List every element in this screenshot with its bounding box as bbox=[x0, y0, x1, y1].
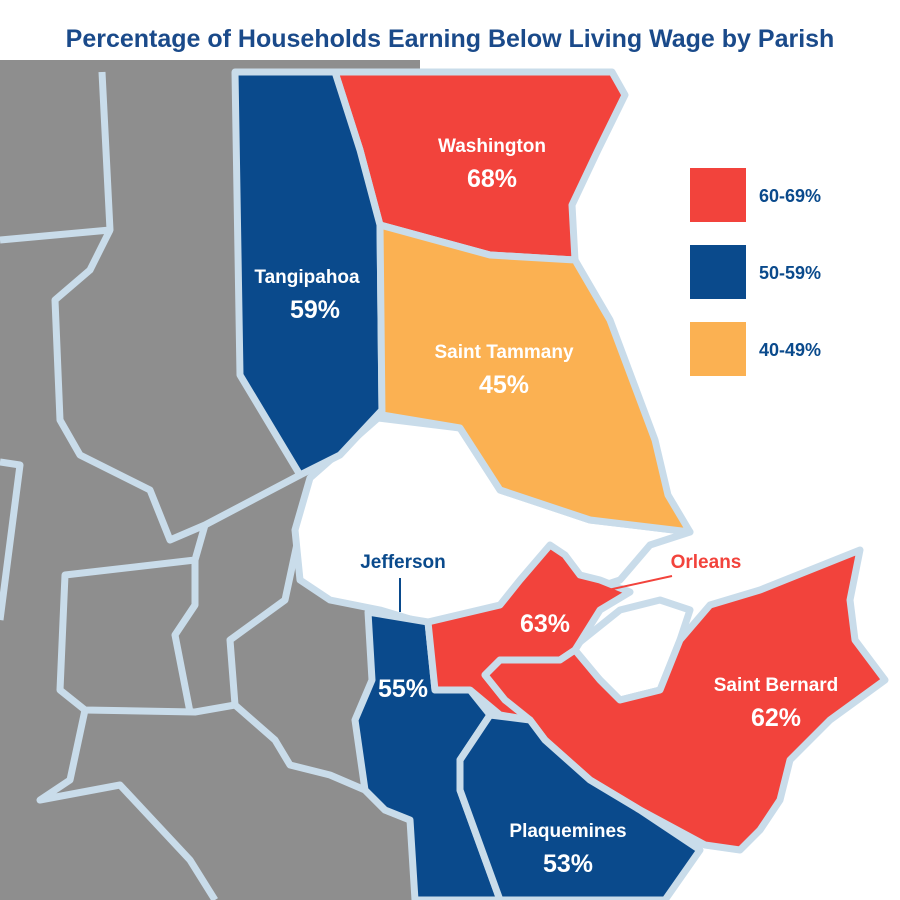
label-saint-bernard-name: Saint Bernard bbox=[714, 675, 839, 696]
label-orleans-name: Orleans bbox=[671, 552, 742, 573]
gray-border bbox=[36, 709, 218, 900]
label-saint-tammany-name: Saint Tammany bbox=[434, 342, 573, 363]
label-orleans-value: 63% bbox=[520, 610, 570, 638]
label-jefferson-name: Jefferson bbox=[360, 552, 446, 573]
label-jefferson-value: 55% bbox=[378, 675, 428, 703]
gray-border bbox=[226, 529, 304, 706]
gray-border bbox=[51, 228, 302, 544]
legend-swatch-low bbox=[690, 322, 746, 376]
label-tangipahoa-name: Tangipahoa bbox=[254, 267, 360, 288]
label-tangipahoa-value: 59% bbox=[290, 296, 340, 324]
map-title: Percentage of Households Earning Below L… bbox=[66, 25, 835, 53]
gulf-water bbox=[690, 540, 900, 900]
legend: 60-69% 50-59% 40-49% bbox=[690, 168, 821, 376]
legend-label-low: 40-49% bbox=[759, 340, 821, 360]
gray-border bbox=[0, 458, 24, 621]
orleans-leader-line bbox=[607, 575, 673, 591]
legend-swatch-high bbox=[690, 168, 746, 222]
label-plaquemines-name: Plaquemines bbox=[509, 821, 626, 842]
legend-swatch-mid bbox=[690, 245, 746, 299]
parish-plaquemines[interactable] bbox=[456, 711, 704, 900]
parish-saint-tammany[interactable] bbox=[376, 221, 694, 536]
legend-label-high: 60-69% bbox=[759, 186, 821, 206]
legend-label-mid: 50-59% bbox=[759, 263, 821, 283]
gray-border bbox=[171, 560, 199, 713]
label-saint-tammany-value: 45% bbox=[479, 371, 529, 399]
label-saint-bernard-value: 62% bbox=[751, 704, 801, 732]
label-plaquemines-value: 53% bbox=[543, 850, 593, 878]
label-washington-name: Washington bbox=[438, 136, 546, 157]
label-washington-value: 68% bbox=[467, 165, 517, 193]
